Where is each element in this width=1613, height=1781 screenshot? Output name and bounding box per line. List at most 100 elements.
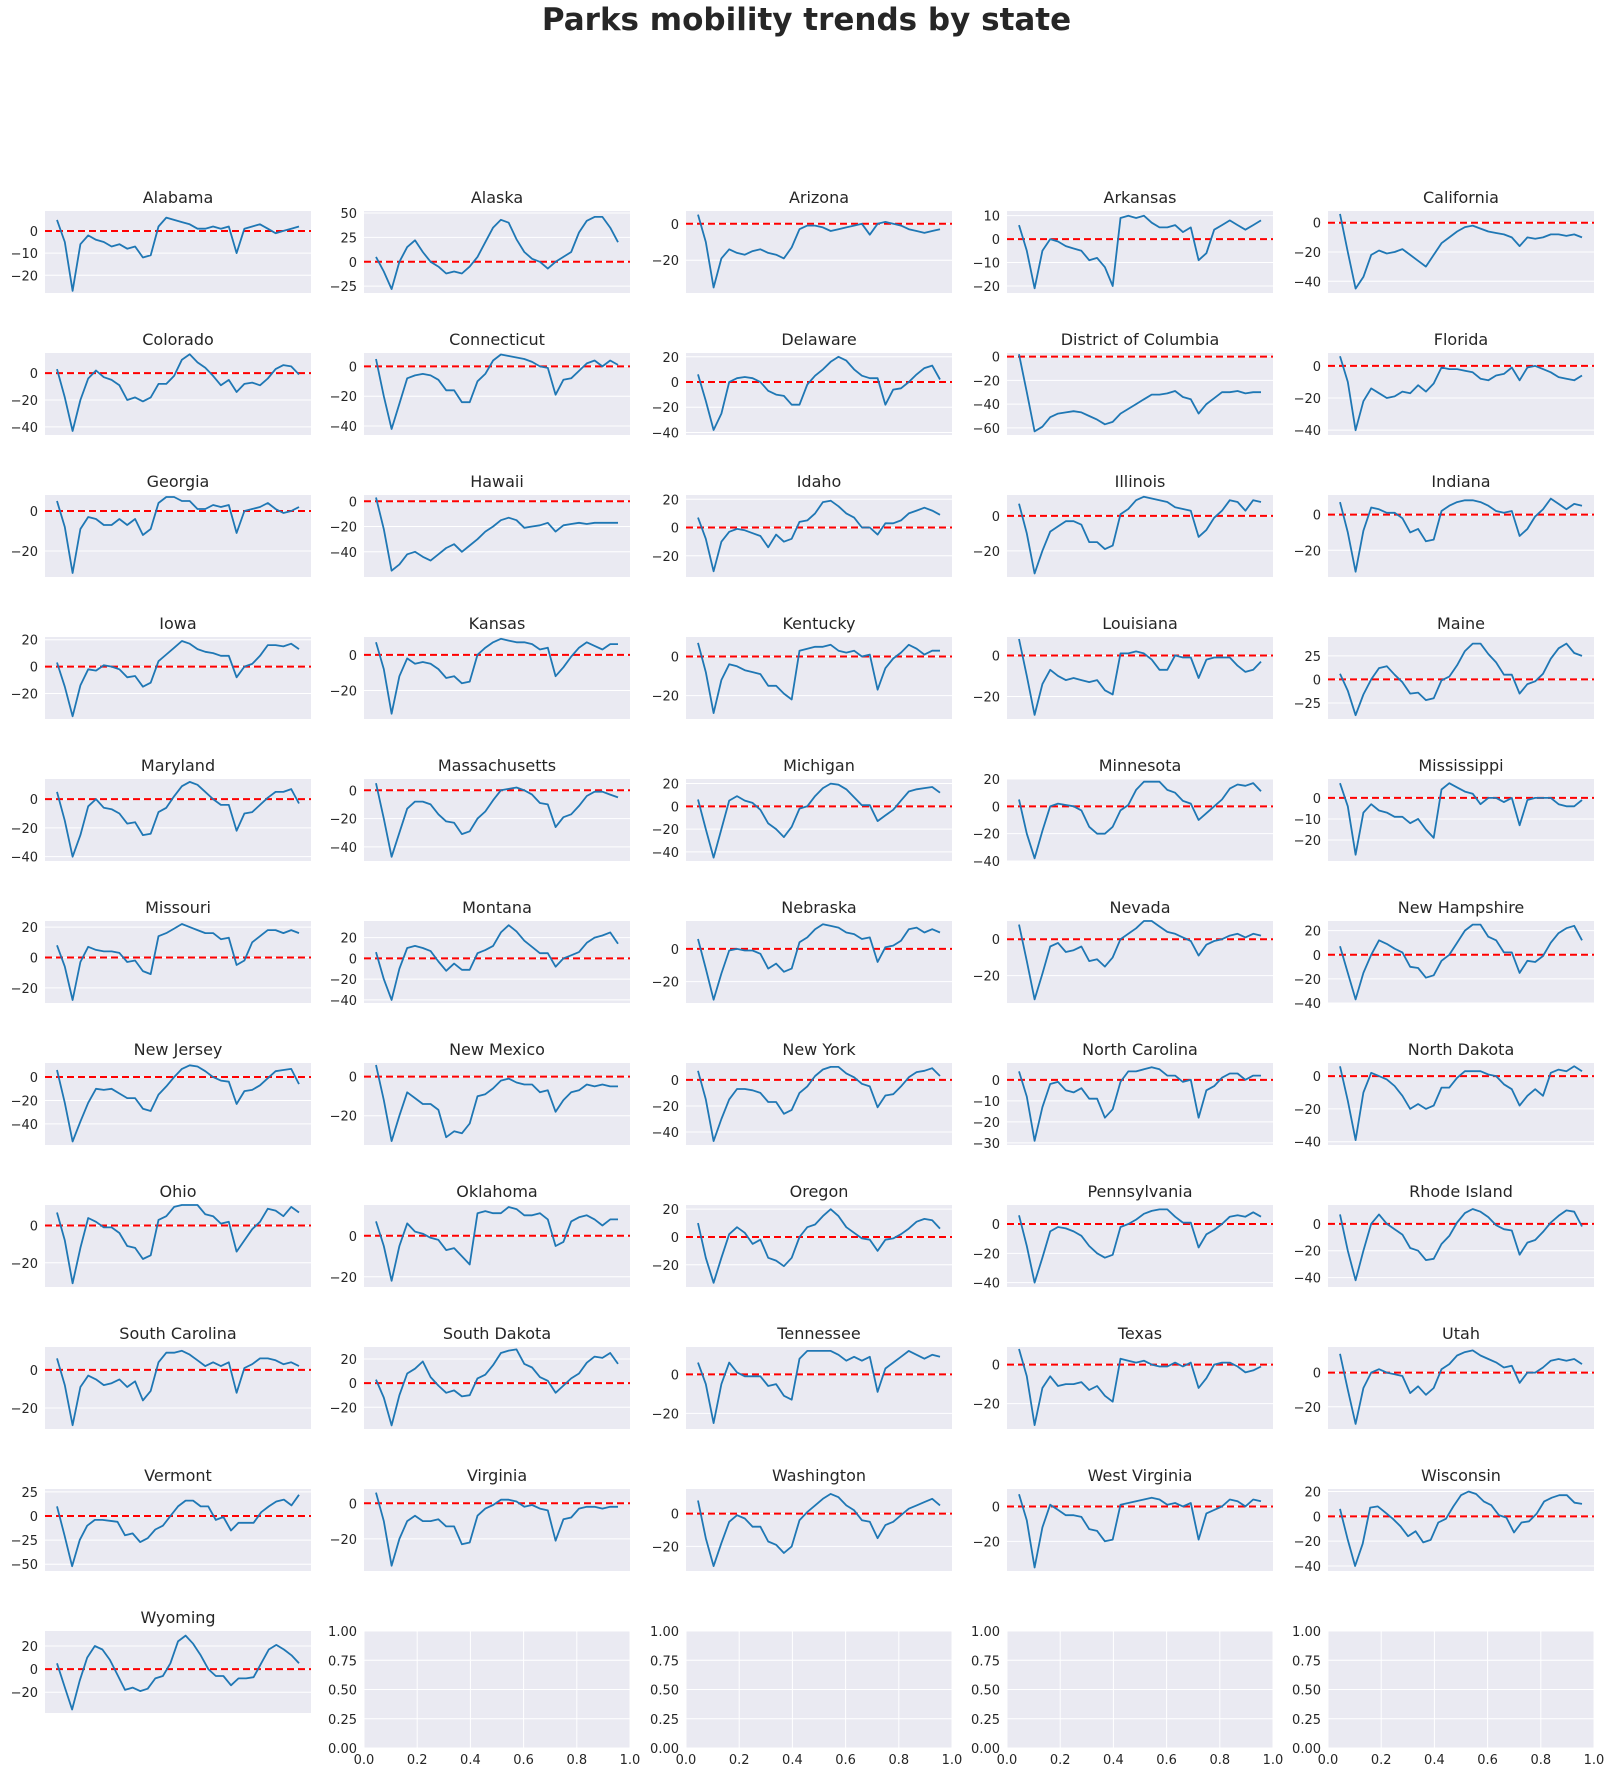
series-line bbox=[56, 216, 300, 292]
series-line bbox=[697, 923, 941, 1001]
chart-title-south-dakota: South Dakota bbox=[442, 1324, 552, 1343]
y-tick-label: 0 bbox=[30, 661, 38, 676]
series-line bbox=[375, 924, 619, 1001]
chart-title-montana: Montana bbox=[462, 898, 532, 917]
y-tick-label: −25 bbox=[1294, 697, 1321, 712]
chart-title-delaware: Delaware bbox=[781, 330, 857, 349]
series-line bbox=[1018, 495, 1262, 575]
chart-title-maryland: Maryland bbox=[140, 756, 216, 775]
y-tick-label: 20 bbox=[21, 1640, 38, 1655]
y-tick-label: 0 bbox=[30, 1510, 38, 1525]
y-tick-label: 0.00 bbox=[650, 1742, 679, 1757]
chart-title-connecticut: Connecticut bbox=[449, 330, 545, 349]
chart-title-rhode-island: Rhode Island bbox=[1409, 1182, 1513, 1201]
y-tick-label: −20 bbox=[973, 1535, 1000, 1550]
chart-nebraska: 0 −20 bbox=[652, 921, 952, 1003]
chart-title-maine: Maine bbox=[1436, 614, 1486, 633]
y-tick-label: 20 bbox=[1304, 1485, 1321, 1500]
series-line bbox=[375, 216, 619, 290]
series-line bbox=[1339, 782, 1583, 856]
chart-title-california: California bbox=[1423, 188, 1499, 207]
chart-title-new-york: New York bbox=[782, 1040, 856, 1059]
y-tick-label: 0 bbox=[349, 360, 357, 375]
y-tick-label: 20 bbox=[662, 778, 679, 793]
y-tick-label: 0 bbox=[30, 367, 38, 382]
y-tick-label: 20 bbox=[21, 921, 38, 936]
x-tick-label: 1.0 bbox=[620, 1753, 641, 1768]
y-tick-label: 0 bbox=[671, 651, 679, 666]
x-tick-label: 0.8 bbox=[888, 1753, 909, 1768]
plot-area bbox=[45, 1631, 311, 1713]
chart-title-louisiana: Louisiana bbox=[1102, 614, 1178, 633]
x-tick-label: 0.2 bbox=[407, 1753, 428, 1768]
y-tick-label: 0 bbox=[992, 933, 1000, 948]
y-tick-label: 0 bbox=[349, 1071, 357, 1086]
plot-area bbox=[1007, 1063, 1273, 1145]
chart-west-virginia: 0 −20 bbox=[973, 1489, 1273, 1571]
series-line bbox=[1018, 1348, 1262, 1426]
chart-title-georgia: Georgia bbox=[146, 472, 210, 491]
chart-new-york: 0 −20 −40 bbox=[652, 1063, 952, 1145]
chart-vermont: 25 0 −25 −50 bbox=[11, 1486, 311, 1573]
chart-alaska: 50 25 0 −25 bbox=[330, 207, 630, 295]
chart-pennsylvania: 0 −20 −40 bbox=[973, 1205, 1273, 1292]
series-line bbox=[697, 1066, 941, 1142]
y-tick-label: 0 bbox=[349, 952, 357, 967]
series-line bbox=[1018, 1208, 1262, 1284]
y-tick-label: 25 bbox=[1304, 650, 1321, 665]
y-tick-label: −20 bbox=[11, 1257, 38, 1272]
y-tick-label: 0 bbox=[349, 784, 357, 799]
series-line bbox=[1018, 920, 1262, 1001]
y-tick-label: −20 bbox=[330, 684, 357, 699]
y-tick-label: 0 bbox=[30, 1663, 38, 1678]
series-line bbox=[1018, 638, 1262, 716]
chart-title-alabama: Alabama bbox=[142, 188, 214, 207]
chart-district-of-columbia: 0 −20 −40 −60 bbox=[973, 351, 1273, 437]
chart-idaho: 20 0 −20 bbox=[652, 493, 952, 577]
y-tick-label: 20 bbox=[340, 1353, 357, 1368]
y-tick-label: −40 bbox=[330, 994, 357, 1009]
y-tick-label: 0 bbox=[671, 800, 679, 815]
series-line bbox=[697, 214, 941, 289]
chart-title-west-virginia: West Virginia bbox=[1087, 1466, 1193, 1485]
y-tick-label: −40 bbox=[1294, 1136, 1321, 1151]
plot-area bbox=[686, 1205, 952, 1287]
y-tick-label: 0 bbox=[671, 943, 679, 958]
y-tick-label: 0 bbox=[992, 649, 1000, 664]
chart-title-nebraska: Nebraska bbox=[781, 898, 857, 917]
y-tick-label: 0 bbox=[671, 1231, 679, 1246]
chart-illinois: 0 −20 bbox=[973, 495, 1273, 577]
chart-title-kansas: Kansas bbox=[468, 614, 526, 633]
y-tick-label: 0.50 bbox=[328, 1684, 357, 1699]
y-tick-label: −40 bbox=[1294, 424, 1321, 439]
chart-virginia: 0 −20 bbox=[330, 1489, 630, 1571]
y-tick-label: −20 bbox=[1294, 834, 1321, 849]
series-line bbox=[1339, 1065, 1583, 1141]
y-tick-label: 0.75 bbox=[650, 1654, 679, 1669]
y-tick-label: −20 bbox=[1294, 1401, 1321, 1416]
y-tick-label: −20 bbox=[652, 823, 679, 838]
y-tick-label: 0 bbox=[1313, 949, 1321, 964]
y-tick-label: 0 bbox=[1313, 1367, 1321, 1382]
plot-area bbox=[364, 495, 630, 577]
series-line bbox=[375, 1206, 618, 1282]
chart-title-south-carolina: South Carolina bbox=[119, 1324, 237, 1343]
plot-area bbox=[1328, 1489, 1594, 1571]
chart-south-dakota: 20 0 −20 bbox=[330, 1347, 630, 1429]
y-tick-label: −20 bbox=[652, 690, 679, 705]
y-tick-label: 1.00 bbox=[650, 1625, 679, 1640]
y-tick-label: 0 bbox=[1313, 509, 1321, 524]
y-tick-label: −40 bbox=[973, 398, 1000, 413]
y-tick-label: −40 bbox=[1294, 997, 1321, 1012]
chart-massachusetts: 0 −20 −40 bbox=[330, 779, 630, 861]
x-tick-label: 0.0 bbox=[676, 1753, 697, 1768]
empty-axes: 0.0 0.2 0.4 0.6 0.8 1.0 0.00 0.25 0.50 0.75 1.00 bbox=[650, 1625, 962, 1768]
chart-indiana: 0 −20 bbox=[1294, 495, 1594, 577]
y-tick-label: −20 bbox=[11, 822, 38, 837]
plot-area bbox=[1007, 353, 1273, 435]
y-tick-label: −20 bbox=[330, 1401, 357, 1416]
chart-delaware: 20 0 −20 −40 bbox=[652, 351, 952, 441]
series-line bbox=[375, 637, 618, 715]
series-line bbox=[56, 496, 300, 574]
x-tick-label: 1.0 bbox=[942, 1753, 963, 1768]
